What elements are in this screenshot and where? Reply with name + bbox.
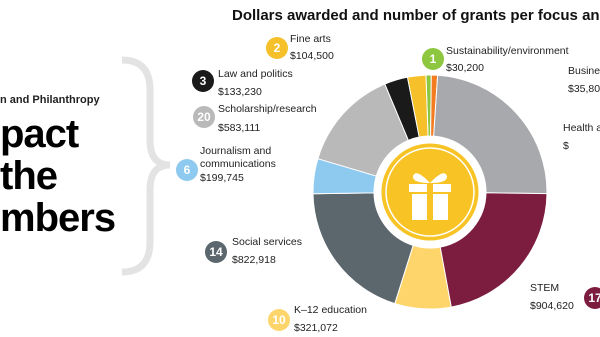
value-label: $583,111 (218, 122, 261, 134)
count-badge: 20 (193, 106, 215, 128)
brace (121, 56, 171, 276)
headline: the (0, 154, 58, 198)
count-badge: 1 (422, 48, 444, 70)
value-label: $321,072 (294, 322, 338, 334)
category-label: STEM (530, 282, 560, 294)
slice (406, 74, 429, 138)
category-label: Fine arts (290, 33, 331, 45)
count-badge: 17 (584, 287, 600, 309)
category-label: Law and politics (218, 68, 293, 80)
value-label: $ (563, 140, 569, 152)
category-label: K–12 education (294, 304, 367, 316)
value-label: $199,745 (200, 172, 244, 184)
value-label: $104,500 (290, 50, 334, 62)
value-label: $30,200 (446, 62, 484, 74)
category-label: Busines (568, 65, 600, 77)
slice (439, 192, 548, 308)
headline: mbers (0, 196, 116, 240)
category-label: Journalism and communications (200, 145, 276, 170)
chart-title: Dollars awarded and number of grants per… (232, 7, 600, 24)
kicker: n and Philanthropy (0, 94, 100, 106)
slice (433, 74, 548, 195)
category-label: Health an (563, 122, 600, 134)
gift-icon (409, 173, 451, 220)
count-badge: 2 (266, 37, 288, 59)
headline: pact (0, 112, 79, 156)
value-label: $904,620 (530, 300, 574, 312)
count-badge: 14 (205, 241, 227, 263)
value-label: $133,230 (218, 86, 262, 98)
value-label: $822,918 (232, 254, 276, 266)
category-label: Social services (232, 236, 303, 248)
category-label: Sustainability/environment (446, 45, 569, 57)
slice (312, 192, 414, 305)
count-badge: 3 (192, 70, 214, 92)
count-badge: 6 (176, 159, 198, 181)
value-label: $35,80 (568, 83, 600, 95)
category-label: Scholarship/research (218, 103, 317, 115)
center-ring (385, 147, 475, 237)
count-badge: 10 (268, 309, 290, 331)
